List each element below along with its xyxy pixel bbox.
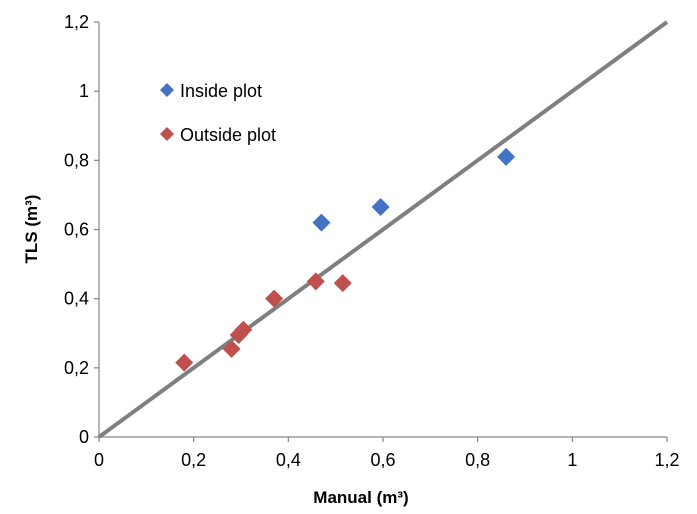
y-tick-label: 1 <box>79 81 89 101</box>
y-tick-label: 0 <box>79 427 89 447</box>
legend: Inside plot Outside plot <box>160 81 276 145</box>
outside-plot-point <box>234 320 253 339</box>
outside-plot-point <box>306 272 325 291</box>
legend-label-outside-plot: Outside plot <box>180 125 276 145</box>
legend-marker-outside-plot <box>160 127 174 141</box>
y-tick-label: 1,2 <box>64 12 89 32</box>
legend-label-inside-plot: Inside plot <box>180 81 262 101</box>
outside-plot-point <box>265 289 284 308</box>
outside-plot-point <box>222 339 241 358</box>
x-tick-label: 0,8 <box>465 450 490 470</box>
x-tick-label: 0 <box>94 450 104 470</box>
y-tick-label: 0,4 <box>64 289 89 309</box>
inside-plot-point <box>497 147 516 166</box>
x-ticks: 0 0,2 0,4 0,6 0,8 1 1,2 <box>94 437 680 470</box>
one-to-one-reference-line <box>97 20 669 439</box>
y-tick-label: 0,8 <box>64 150 89 170</box>
inside-plot-point <box>312 213 331 232</box>
inside-plot-point <box>371 198 390 217</box>
legend-marker-inside-plot <box>160 83 174 97</box>
plot-area: 0 0,2 0,4 0,6 0,8 1 1,2 0 0,2 0,4 0,6 0,8 1 1,2 <box>64 12 680 470</box>
x-tick-label: 0,2 <box>181 450 206 470</box>
y-tick-label: 0,2 <box>64 358 89 378</box>
outside-plot-point <box>333 274 352 293</box>
outside-plot-point <box>175 353 194 372</box>
y-axis-title: TLS (m³) <box>22 195 41 264</box>
y-ticks: 0 0,2 0,4 0,6 0,8 1 1,2 <box>64 12 99 447</box>
x-tick-label: 1,2 <box>654 450 679 470</box>
x-tick-label: 0,6 <box>370 450 395 470</box>
y-tick-label: 0,6 <box>64 220 89 240</box>
x-axis-title: Manual (m³) <box>313 488 408 507</box>
x-tick-label: 0,4 <box>276 450 301 470</box>
x-tick-label: 1 <box>567 450 577 470</box>
data-points <box>175 147 516 372</box>
